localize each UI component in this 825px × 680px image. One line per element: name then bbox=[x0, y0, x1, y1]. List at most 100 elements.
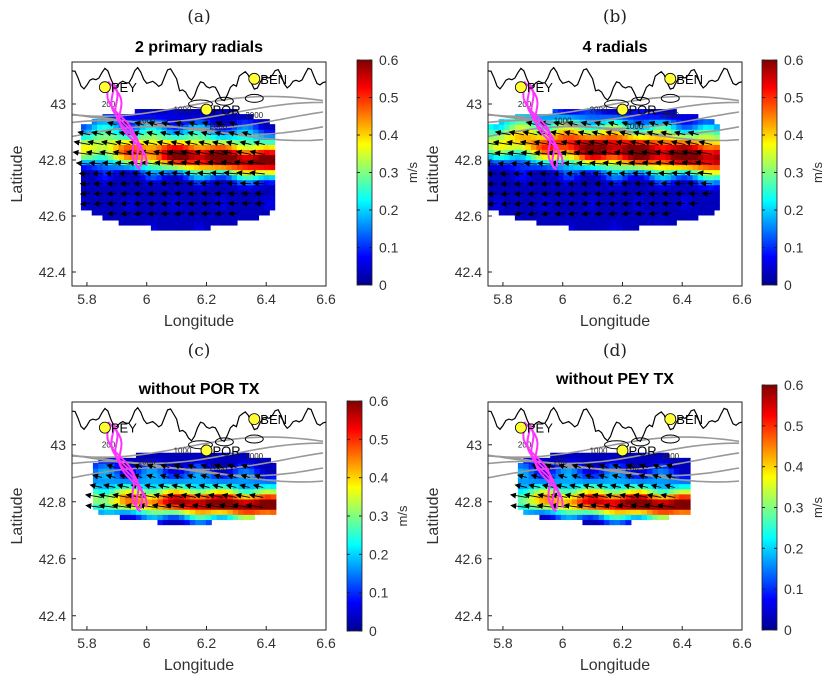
velocity-cell bbox=[638, 109, 645, 115]
velocity-cell bbox=[520, 169, 527, 176]
velocity-arrow bbox=[582, 483, 595, 490]
velocity-cell bbox=[86, 174, 93, 181]
velocity-cell bbox=[697, 189, 704, 196]
contour-label: 1000 bbox=[245, 452, 263, 461]
velocity-cell bbox=[665, 194, 672, 201]
velocity-cell bbox=[253, 209, 260, 216]
velocity-cell bbox=[703, 209, 710, 216]
velocity-cell bbox=[595, 164, 602, 171]
velocity-cell bbox=[611, 169, 618, 176]
velocity-cell bbox=[531, 159, 538, 166]
velocity-cell bbox=[703, 179, 710, 186]
velocity-cell bbox=[157, 457, 164, 464]
velocity-cell bbox=[649, 139, 656, 145]
velocity-cell bbox=[571, 457, 578, 464]
x-tick-label: 6.2 bbox=[197, 635, 217, 651]
velocity-cell bbox=[708, 154, 715, 161]
velocity-cell bbox=[156, 114, 163, 120]
velocity-cell bbox=[627, 199, 634, 206]
velocity-cell bbox=[684, 473, 691, 479]
velocity-cell bbox=[488, 164, 494, 171]
velocity-cell bbox=[595, 114, 602, 120]
velocity-cell bbox=[531, 184, 538, 191]
velocity-cell bbox=[579, 154, 586, 161]
y-axis-label: Latitude bbox=[425, 487, 442, 544]
velocity-cell bbox=[222, 457, 228, 464]
velocity-cell bbox=[248, 498, 255, 505]
velocity-cell bbox=[97, 134, 104, 140]
velocity-arrow bbox=[180, 492, 197, 499]
velocity-cell bbox=[541, 219, 548, 226]
velocity-cell bbox=[156, 189, 163, 196]
velocity-cell bbox=[606, 134, 613, 140]
velocity-cell bbox=[627, 209, 634, 216]
velocity-cell bbox=[177, 139, 184, 145]
velocity-cell bbox=[167, 164, 174, 171]
velocity-cell bbox=[657, 457, 664, 464]
velocity-arrow bbox=[650, 483, 662, 490]
velocity-cell bbox=[226, 109, 233, 115]
velocity-cell bbox=[189, 498, 196, 505]
velocity-cell bbox=[141, 483, 148, 490]
velocity-arrow bbox=[488, 160, 497, 167]
velocity-cell bbox=[713, 124, 720, 130]
velocity-cell bbox=[577, 452, 584, 459]
velocity-cell bbox=[536, 209, 543, 216]
velocity-cell bbox=[625, 478, 632, 485]
velocity-cell bbox=[123, 154, 130, 161]
velocity-cell bbox=[646, 488, 653, 495]
velocity-cell bbox=[177, 184, 184, 191]
velocity-cell bbox=[265, 473, 272, 479]
velocity-cell bbox=[220, 134, 227, 140]
velocity-arrow bbox=[634, 120, 646, 127]
velocity-cell bbox=[177, 169, 184, 176]
velocity-cell bbox=[684, 504, 691, 510]
velocity-cell bbox=[509, 174, 516, 181]
velocity-cell bbox=[697, 209, 704, 216]
velocity-cell bbox=[622, 204, 629, 211]
velocity-arrow bbox=[120, 200, 131, 207]
y-tick-label: 42.4 bbox=[455, 608, 482, 624]
velocity-cell bbox=[600, 119, 607, 125]
velocity-cell bbox=[265, 457, 272, 464]
velocity-cell bbox=[654, 129, 661, 135]
velocity-cell bbox=[627, 184, 634, 191]
velocity-arrow bbox=[160, 463, 170, 470]
velocity-cell bbox=[670, 204, 677, 211]
velocity-cell bbox=[113, 154, 120, 161]
velocity-cell bbox=[161, 214, 168, 221]
velocity-cell bbox=[687, 169, 693, 176]
velocity-cell bbox=[687, 124, 693, 130]
velocity-cell bbox=[708, 199, 715, 206]
velocity-cell bbox=[141, 488, 148, 495]
velocity-cell bbox=[663, 483, 670, 490]
velocity-arrow bbox=[544, 463, 554, 470]
velocity-cell bbox=[150, 144, 157, 150]
velocity-cell bbox=[611, 174, 618, 181]
velocity-cell bbox=[676, 114, 683, 120]
velocity-cell bbox=[107, 144, 114, 150]
velocity-arrow bbox=[611, 473, 622, 480]
velocity-cell bbox=[183, 169, 190, 176]
velocity-cell bbox=[243, 478, 250, 485]
velocity-cell bbox=[152, 468, 159, 474]
velocity-cell bbox=[226, 214, 233, 221]
velocity-cell bbox=[568, 199, 575, 206]
velocity-arrow bbox=[565, 170, 578, 177]
velocity-cell bbox=[584, 159, 591, 166]
velocity-cell bbox=[107, 204, 114, 211]
velocity-cell bbox=[232, 457, 239, 464]
velocity-cell bbox=[231, 219, 238, 226]
velocity-cell bbox=[488, 194, 494, 201]
velocity-cell bbox=[493, 199, 500, 206]
station-marker-ben bbox=[664, 72, 677, 85]
velocity-arrow bbox=[106, 200, 117, 207]
velocity-cell bbox=[188, 124, 195, 130]
velocity-cell bbox=[627, 219, 634, 226]
velocity-cell bbox=[172, 129, 179, 135]
velocity-cell bbox=[263, 194, 270, 201]
velocity-cell bbox=[269, 169, 276, 176]
velocity-cell bbox=[539, 498, 546, 505]
velocity-cell bbox=[568, 149, 575, 155]
velocity-cell bbox=[114, 473, 121, 479]
